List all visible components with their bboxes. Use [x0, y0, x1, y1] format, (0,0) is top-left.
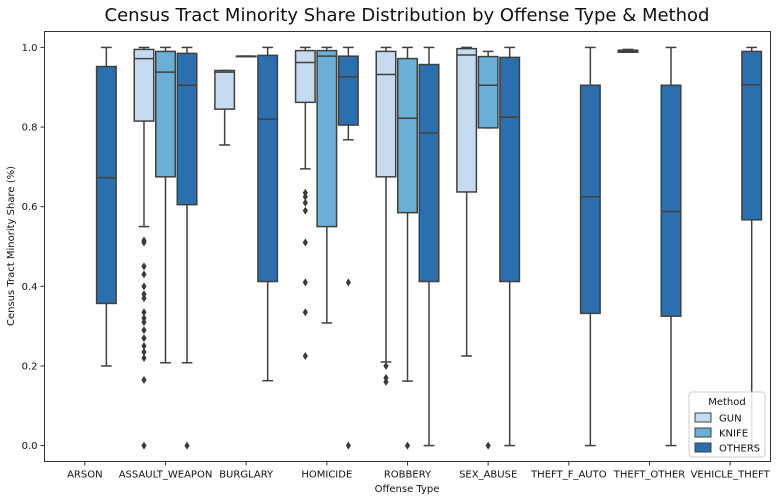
- legend-title: Method: [708, 397, 746, 408]
- outlier-point: [141, 262, 147, 271]
- y-axis: 0.0 0.2 0.4 0.6 0.8 1.0: [22, 43, 45, 452]
- legend-label: OTHERS: [719, 444, 760, 455]
- legend-swatch: [694, 427, 712, 438]
- outlier-point: [141, 294, 147, 303]
- outlier-point: [141, 282, 147, 291]
- box-others-homicide: [337, 46, 359, 450]
- outlier-point: [141, 375, 147, 384]
- outlier-point: [302, 278, 308, 287]
- box-iqr: [741, 50, 763, 221]
- x-axis-label: Offense Type: [375, 484, 440, 495]
- outlier-point: [141, 334, 147, 343]
- box-iqr: [294, 49, 316, 104]
- box-iqr: [176, 52, 198, 206]
- x-tick-label: THEFT_OTHER: [613, 470, 685, 481]
- outlier-point: [302, 308, 308, 317]
- legend-label: GUN: [719, 414, 742, 425]
- box-gun-homicide: [294, 46, 316, 360]
- box-others-robbery: [418, 46, 440, 447]
- outlier-point: [141, 342, 147, 351]
- outlier-point: [485, 441, 491, 450]
- box-iqr: [499, 56, 521, 283]
- box-others-theft_other: [660, 46, 682, 447]
- box-others-arson: [95, 46, 117, 367]
- outlier-point: [404, 441, 411, 450]
- y-tick-label: 1.0: [22, 43, 38, 54]
- x-tick-label: ASSAULT_WEAPON: [119, 470, 213, 481]
- x-tick-label: BURGLARY: [219, 470, 274, 481]
- outlier-point: [345, 441, 351, 450]
- y-tick-label: 0.6: [22, 202, 38, 213]
- box-knife-sex_abuse: [477, 50, 499, 450]
- outlier-point: [302, 238, 308, 247]
- outlier-point: [141, 353, 147, 362]
- box-iqr: [316, 49, 338, 228]
- outlier-point: [302, 351, 308, 360]
- box-iqr: [154, 50, 177, 178]
- outlier-point: [302, 192, 308, 201]
- box-iqr: [337, 55, 359, 126]
- y-axis-label: Census Tract Minority Share (%): [6, 166, 17, 326]
- box-iqr: [477, 55, 499, 129]
- x-tick-label: SEX_ABUSE: [459, 470, 517, 481]
- box-others-vehicle_theft: [741, 46, 763, 447]
- legend-swatch: [694, 442, 712, 453]
- box-iqr: [375, 50, 397, 178]
- chart-title: Census Tract Minority Share Distribution…: [105, 5, 710, 26]
- x-tick-label: ARSON: [67, 470, 103, 481]
- box-iqr: [418, 63, 440, 283]
- box-knife-assault_weapon: [154, 46, 177, 364]
- legend: Method GUN KNIFE OTHERS: [688, 391, 766, 458]
- outlier-point: [141, 441, 147, 450]
- outlier-point: [141, 318, 147, 327]
- outlier-point: [184, 441, 190, 450]
- outlier-point: [141, 348, 147, 357]
- x-tick-label: THEFT_F_AUTO: [530, 470, 607, 481]
- outlier-point: [141, 326, 147, 335]
- outlier-point: [141, 270, 147, 279]
- outlier-point: [141, 238, 147, 247]
- box-gun-robbery: [375, 46, 397, 386]
- x-tick-label: HOMICIDE: [301, 470, 352, 481]
- box-iqr: [456, 47, 478, 193]
- outlier-point: [302, 198, 308, 207]
- box-knife-homicide: [316, 46, 338, 324]
- box-iqr: [579, 84, 601, 315]
- box-gun-theft_other: [617, 48, 639, 53]
- y-tick-label: 0.0: [22, 441, 38, 452]
- legend-box: [688, 391, 766, 458]
- outlier-point: [383, 361, 389, 370]
- x-tick-label: ROBBERY: [384, 470, 432, 481]
- box-iqr: [214, 69, 236, 110]
- box-gun-assault_weapon: [133, 46, 155, 450]
- box-others-burglary: [257, 46, 279, 382]
- x-axis: ARSON ASSAULT_WEAPON BURGLARY HOMICIDE ROBBE…: [67, 461, 771, 481]
- box-gun-burglary: [214, 69, 236, 146]
- y-tick-label: 0.2: [22, 361, 38, 372]
- outlier-point: [302, 206, 308, 215]
- box-others-theft_f_auto: [579, 46, 601, 447]
- box-others-assault_weapon: [176, 46, 198, 450]
- box-iqr: [133, 48, 155, 122]
- y-tick-label: 0.4: [22, 282, 38, 293]
- box-iqr: [95, 65, 117, 305]
- box-knife-robbery: [396, 46, 419, 450]
- outlier-point: [141, 308, 147, 317]
- box-iqr: [257, 54, 279, 283]
- outlier-point: [383, 377, 389, 386]
- x-tick-label: VEHICLE_THEFT: [691, 470, 771, 481]
- plot-area: [95, 46, 763, 450]
- legend-label: KNIFE: [719, 429, 748, 440]
- box-iqr: [660, 84, 682, 317]
- outlier-point: [345, 278, 351, 287]
- box-others-sex_abuse: [499, 46, 521, 447]
- box-iqr: [396, 57, 419, 214]
- box-knife-burglary: [235, 55, 257, 58]
- box-gun-sex_abuse: [456, 46, 478, 357]
- y-tick-label: 0.8: [22, 123, 38, 134]
- legend-swatch: [694, 412, 712, 423]
